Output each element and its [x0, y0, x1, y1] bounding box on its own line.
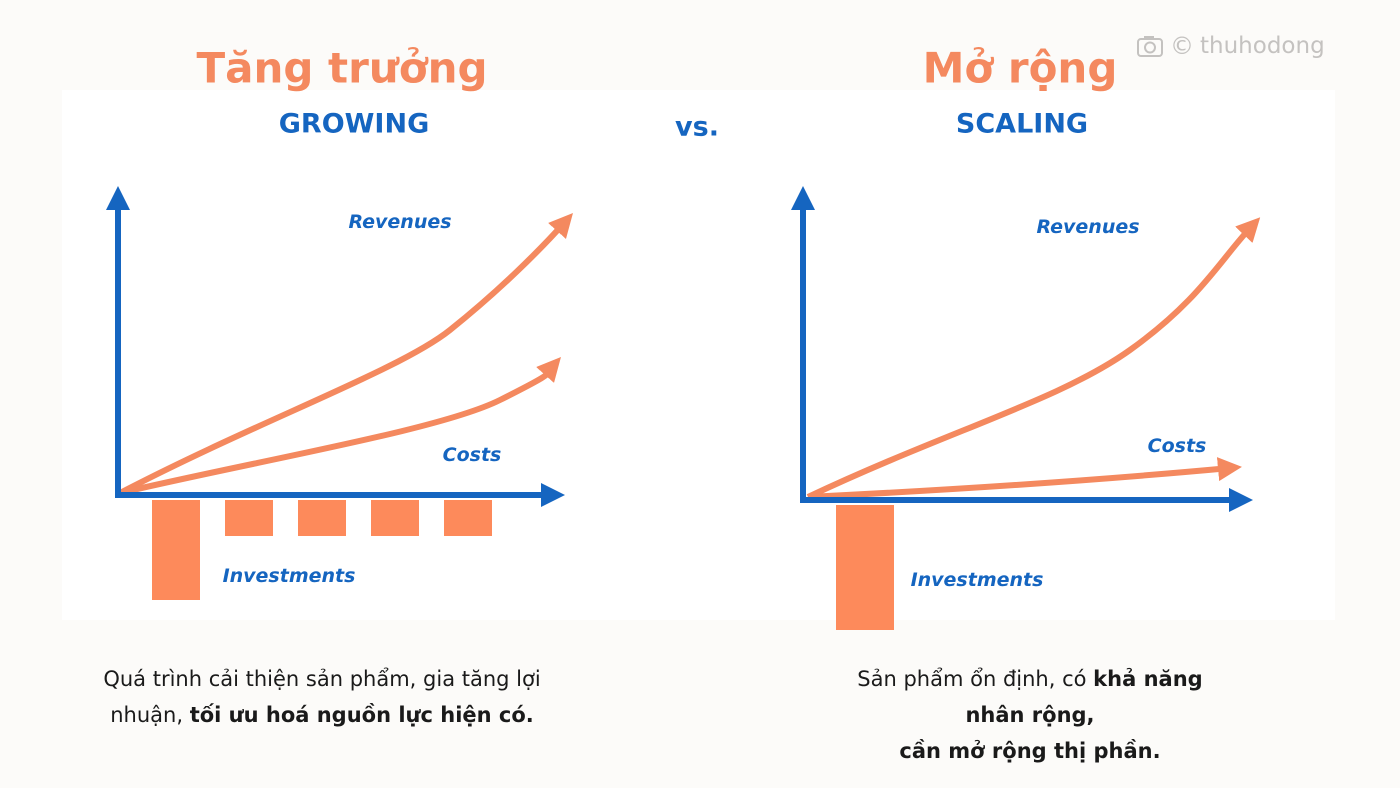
right-investments-label: Investments [910, 569, 1044, 591]
watermark: © thuhodong [1136, 32, 1325, 60]
right-revenues-label: Revenues [1036, 216, 1140, 238]
left-revenues-label: Revenues [348, 211, 452, 233]
caption-line: nhuận, tối ưu hoá nguồn lực hiện có. [103, 697, 540, 733]
costs-curve [807, 457, 1242, 500]
left-title-en: GROWING [278, 108, 430, 140]
caption-bold: khả năng nhân rộng, [965, 667, 1203, 727]
costs-curve [119, 357, 561, 496]
investment-bar [444, 500, 492, 536]
revenues-curve [806, 217, 1261, 500]
caption-bold: tối ưu hoá nguồn lực hiện có. [189, 703, 534, 727]
right-title-vi: Mở rộng [922, 43, 1118, 93]
caption-line: Sản phẩm ổn định, có khả năng nhân rộng, [845, 661, 1215, 733]
caption-line: cần mở rộng thị phần. [845, 733, 1215, 769]
scaling-chart [791, 186, 1261, 630]
camera-icon [1137, 36, 1163, 57]
right-costs-label: Costs [1147, 435, 1207, 457]
vs-label: vs. [675, 111, 719, 143]
caption-bold: cần mở rộng thị phần. [899, 739, 1161, 763]
copyright-icon: © [1170, 32, 1194, 60]
investment-bar [152, 500, 200, 600]
caption-text: nhuận, [110, 703, 190, 727]
right-caption: Sản phẩm ổn định, có khả năng nhân rộng,… [845, 661, 1215, 769]
left-costs-label: Costs [442, 444, 502, 466]
right-title-en: SCALING [955, 108, 1089, 140]
investment-bar [225, 500, 273, 536]
investment-bar [371, 500, 419, 536]
caption-line: Quá trình cải thiện sản phẩm, gia tăng l… [103, 667, 541, 691]
left-title-vi: Tăng trưởng [196, 43, 488, 93]
caption-text: Sản phẩm ổn định, có [857, 667, 1094, 691]
revenues-curve [118, 213, 573, 496]
investment-bar [836, 505, 894, 630]
investment-bar [298, 500, 346, 536]
left-caption: Quá trình cải thiện sản phẩm, gia tăng l… [103, 661, 540, 733]
watermark-text: thuhodong [1200, 33, 1325, 59]
growing-chart [106, 186, 573, 600]
left-investments-label: Investments [222, 565, 356, 587]
